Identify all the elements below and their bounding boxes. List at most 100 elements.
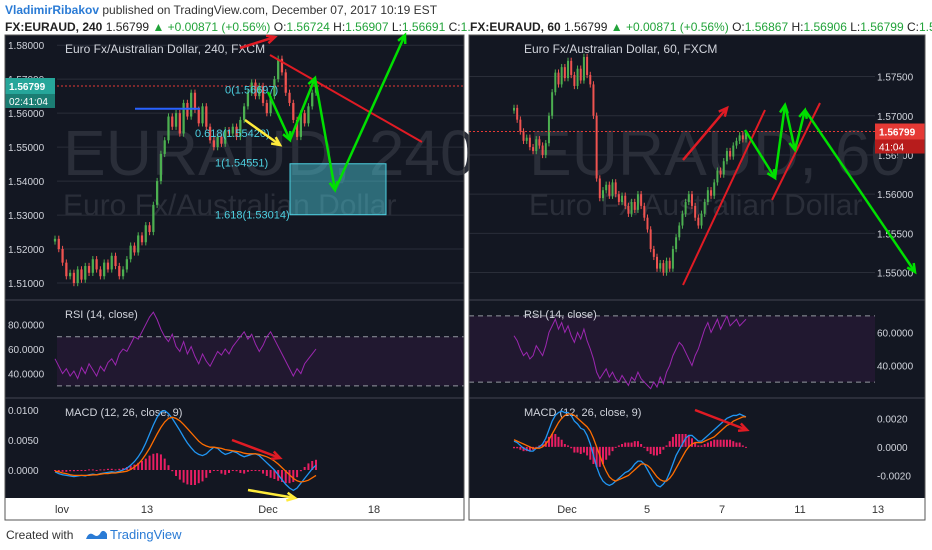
h1-time-tick: 11 xyxy=(794,504,805,516)
h1-macd-histogram-bar xyxy=(560,439,563,447)
h4-candle xyxy=(84,262,87,283)
h4-candle-body xyxy=(87,266,91,273)
h1-time-tick: 7 xyxy=(719,504,725,516)
h1-candle xyxy=(544,140,547,159)
h1-candle-body xyxy=(738,135,741,141)
h4-candle-body xyxy=(80,269,83,280)
h1-candle xyxy=(697,214,700,229)
h1-macd-histogram-bar xyxy=(668,441,671,447)
h1-macd-histogram-bar xyxy=(729,439,732,447)
h1-candle xyxy=(729,147,732,160)
h1-macd-histogram-bar xyxy=(662,446,665,450)
h4-green-arrow-up-2-head xyxy=(397,32,407,45)
h4-macd-histogram-bar xyxy=(156,453,159,470)
h1-macd-histogram-bar xyxy=(608,446,611,456)
h1-macd-histogram-bar xyxy=(697,445,700,447)
h4-candle-body xyxy=(76,269,79,284)
h1-macd-histogram-bar xyxy=(643,446,646,448)
h1-candle-body xyxy=(525,137,528,141)
right-close: 1.5 xyxy=(918,20,932,34)
h4-green-arrow-up-2 xyxy=(333,32,407,191)
h4-candle-body xyxy=(242,106,246,120)
h1-macd-histogram-bar xyxy=(630,442,633,447)
h1-candle xyxy=(595,112,598,182)
h1-candle-body xyxy=(608,184,611,196)
h1-green-arrow-long-stroke xyxy=(803,109,917,273)
h1-candle-body xyxy=(557,72,560,85)
h4-candle-body xyxy=(152,204,155,233)
h4-macd-histogram-bar xyxy=(99,469,102,471)
h1-signal-line xyxy=(513,413,746,482)
h1-candle-body xyxy=(592,84,595,116)
h1-macd-histogram-bar xyxy=(700,445,703,447)
h1-macd-histogram-bar xyxy=(573,446,576,453)
left-close: 1. xyxy=(460,20,471,34)
tradingview-logo-icon[interactable] xyxy=(84,529,108,541)
h4-macd-histogram-bar xyxy=(57,470,60,472)
h1-red-arrow-up-head xyxy=(718,105,729,118)
h1-candle-body xyxy=(678,225,681,238)
h4-macd-histogram-bar xyxy=(250,470,253,471)
left-low-label: L: xyxy=(391,20,402,34)
h4-macd-histogram-bar xyxy=(224,470,227,475)
left-symbol: FX:EURAUD, 240 xyxy=(5,20,103,34)
h1-countdown-label: 41:04 xyxy=(879,143,904,154)
h1-macd-histogram-bar xyxy=(636,441,639,447)
h4-price-tick: 1.58000 xyxy=(8,41,45,52)
h4-candle-body xyxy=(269,96,272,114)
h4-candle-body xyxy=(235,126,238,137)
tradingview-brand-link[interactable]: TradingView xyxy=(110,527,182,542)
h4-macd-histogram-bar xyxy=(216,470,219,471)
h1-macd-tick: 0.0020 xyxy=(877,414,908,425)
h1-candle-body xyxy=(722,161,725,175)
h4-macd-histogram-bar xyxy=(296,470,299,478)
h4-macd-histogram-bar xyxy=(235,470,238,472)
h4-candle-body xyxy=(171,116,174,127)
h1-candle xyxy=(614,179,617,198)
h4-candle xyxy=(190,89,193,120)
h1-macd-histogram-bar xyxy=(694,442,697,447)
h1-candle xyxy=(567,57,570,82)
h1-time-axis-bg xyxy=(469,498,925,520)
h1-candle-body xyxy=(595,115,598,179)
h4-candle xyxy=(87,262,91,277)
h1-candle xyxy=(586,53,589,79)
h4-macd-histogram-bar xyxy=(80,470,83,471)
h1-price-tick: 1.57500 xyxy=(877,73,914,84)
h4-candle-body xyxy=(91,259,94,273)
right-open: 1.56867 xyxy=(744,20,789,34)
h4-candle-body xyxy=(125,259,129,270)
h1-candle-body xyxy=(636,194,639,210)
h1-macd-histogram-bar xyxy=(614,446,617,448)
h4-fib-zone-box xyxy=(289,163,387,216)
h4-rsi-tick: 40.0000 xyxy=(8,370,45,381)
h4-macd-histogram-bar xyxy=(254,470,257,471)
h1-candle-body xyxy=(513,107,515,111)
h1-candle-body xyxy=(579,68,582,81)
author-link[interactable]: VladimirRibakov xyxy=(5,3,100,17)
h1-candle-body xyxy=(522,131,525,141)
h4-macd-histogram-bar xyxy=(280,470,283,482)
h4-macd-histogram-bar xyxy=(178,470,181,480)
h1-candle-body xyxy=(560,67,563,85)
h1-candle xyxy=(687,190,690,206)
h4-candle xyxy=(273,75,276,100)
h4-macd-histogram-bar xyxy=(65,470,68,472)
h4-candle-body xyxy=(68,272,72,277)
h4-candle-body xyxy=(205,106,208,127)
h4-panel-border xyxy=(4,34,465,521)
h4-yellow-arrow-head xyxy=(270,136,283,147)
h1-rsi-tick: 60.0000 xyxy=(877,328,914,339)
h4-price-tick: 1.53000 xyxy=(8,211,45,222)
h1-macd-histogram-bar xyxy=(624,442,627,447)
h4-macd-histogram-bar xyxy=(129,465,132,470)
h1-candle xyxy=(592,81,595,119)
h1-candle-body xyxy=(665,260,668,273)
h4-macd-histogram-bar xyxy=(84,470,87,471)
h4-macd-histogram-bar xyxy=(91,469,94,471)
h1-candle-body xyxy=(611,182,614,196)
h1-red-macd-arrow xyxy=(694,408,750,432)
h4-price-tick: 1.51000 xyxy=(8,279,45,290)
h4-red-arrow-top-stroke xyxy=(239,35,276,50)
